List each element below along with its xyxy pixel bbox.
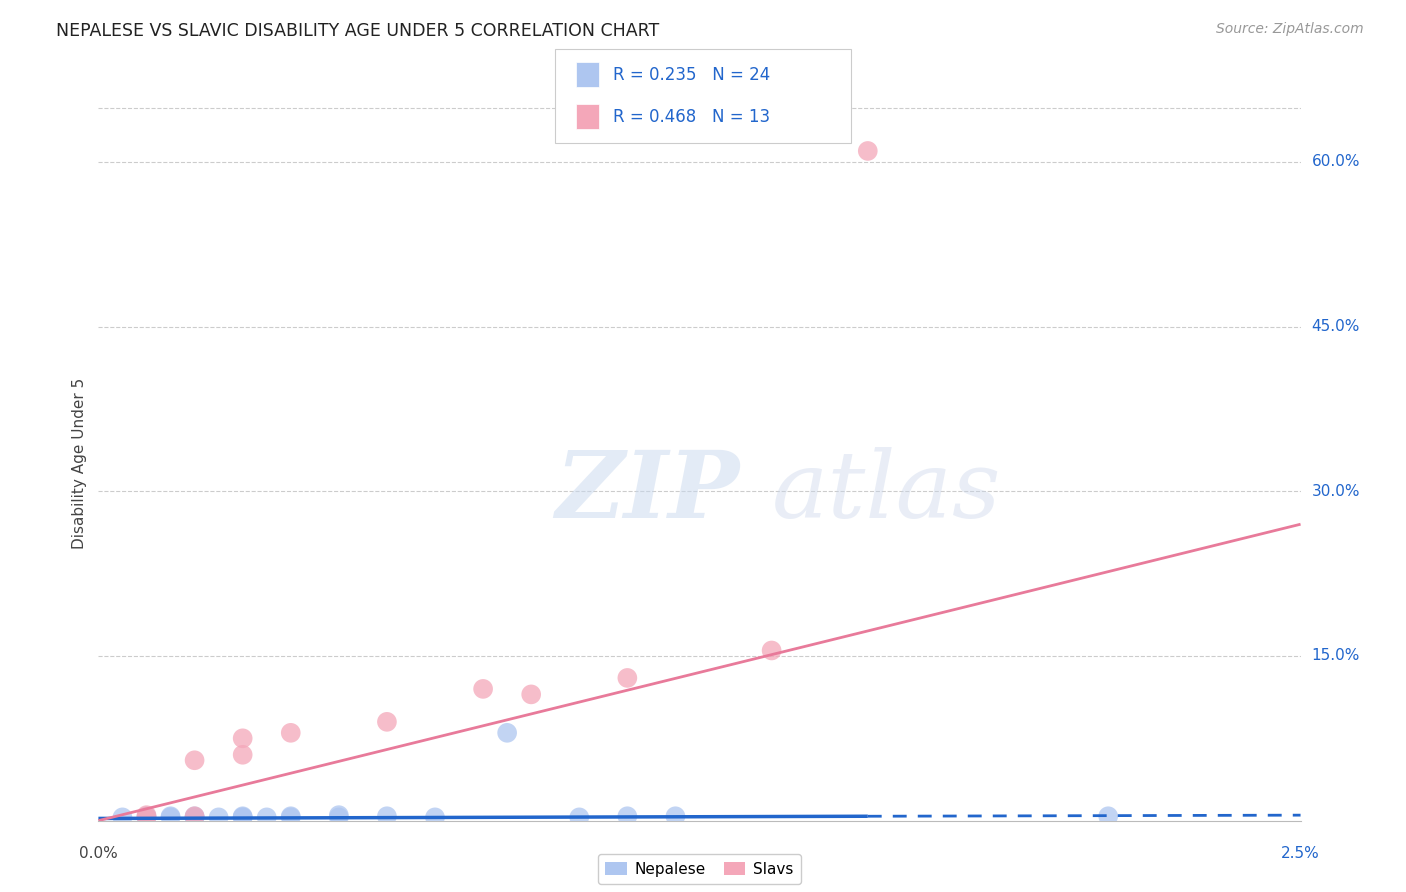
Point <box>1097 809 1119 823</box>
Point <box>375 809 398 823</box>
Point <box>496 726 519 740</box>
Text: Source: ZipAtlas.com: Source: ZipAtlas.com <box>1216 22 1364 37</box>
Point <box>423 810 446 824</box>
Point <box>159 810 181 824</box>
Point <box>664 809 686 823</box>
Point <box>111 810 134 824</box>
Point <box>375 714 398 729</box>
Point <box>183 810 205 824</box>
Text: R = 0.468   N = 13: R = 0.468 N = 13 <box>613 108 770 126</box>
Point <box>183 809 205 823</box>
Point <box>135 810 157 824</box>
Text: 30.0%: 30.0% <box>1312 483 1360 499</box>
Text: 0.0%: 0.0% <box>79 846 118 861</box>
Point <box>328 810 350 824</box>
Point <box>616 671 638 685</box>
Point <box>472 681 495 696</box>
Text: atlas: atlas <box>772 448 1001 537</box>
Point <box>761 643 783 657</box>
Point <box>232 810 254 824</box>
Point <box>280 726 302 740</box>
Point <box>568 810 591 824</box>
Y-axis label: Disability Age Under 5: Disability Age Under 5 <box>72 378 87 549</box>
Point <box>232 810 254 824</box>
Point <box>616 809 638 823</box>
Point <box>183 809 205 823</box>
Point <box>183 753 205 767</box>
Text: 45.0%: 45.0% <box>1312 319 1360 334</box>
Point <box>520 687 543 701</box>
Text: 15.0%: 15.0% <box>1312 648 1360 664</box>
Text: 60.0%: 60.0% <box>1312 154 1360 169</box>
Text: ZIP: ZIP <box>555 448 740 537</box>
Point <box>280 810 302 824</box>
Point <box>232 731 254 746</box>
Point <box>280 809 302 823</box>
Point <box>328 808 350 822</box>
Point <box>208 810 231 824</box>
Point <box>232 747 254 762</box>
Point <box>856 144 879 158</box>
Point <box>135 809 157 823</box>
Point <box>135 808 157 822</box>
Text: NEPALESE VS SLAVIC DISABILITY AGE UNDER 5 CORRELATION CHART: NEPALESE VS SLAVIC DISABILITY AGE UNDER … <box>56 22 659 40</box>
Text: R = 0.235   N = 24: R = 0.235 N = 24 <box>613 66 770 84</box>
Point <box>135 810 157 824</box>
Point <box>256 810 278 824</box>
Point <box>232 809 254 823</box>
Point <box>183 810 205 824</box>
Text: 2.5%: 2.5% <box>1281 846 1320 861</box>
Legend: Nepalese, Slavs: Nepalese, Slavs <box>598 854 801 884</box>
Point <box>159 809 181 823</box>
